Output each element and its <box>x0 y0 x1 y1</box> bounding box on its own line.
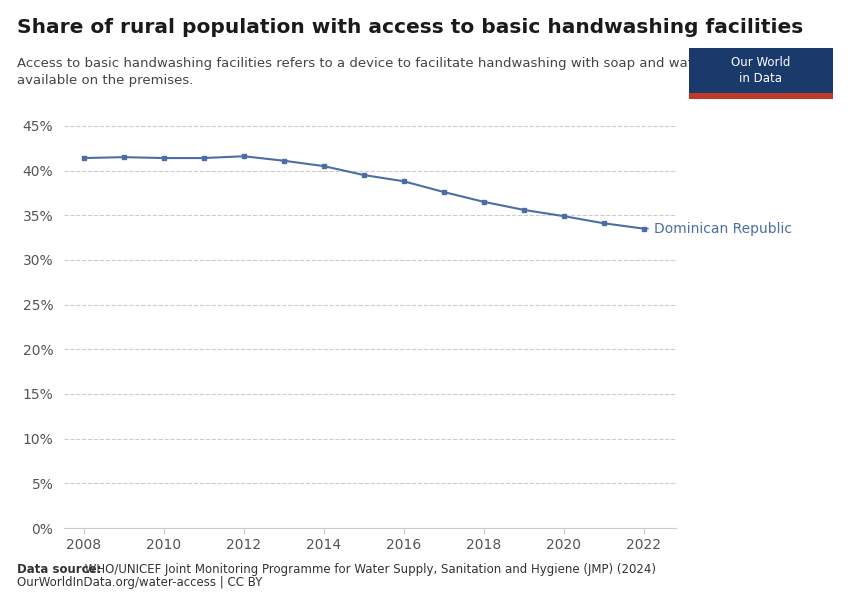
Text: Our World
in Data: Our World in Data <box>731 56 790 85</box>
Text: Share of rural population with access to basic handwashing facilities: Share of rural population with access to… <box>17 18 803 37</box>
Text: Access to basic handwashing facilities refers to a device to facilitate handwash: Access to basic handwashing facilities r… <box>17 57 706 87</box>
Text: OurWorldInData.org/water-access | CC BY: OurWorldInData.org/water-access | CC BY <box>17 576 263 589</box>
Text: Dominican Republic: Dominican Republic <box>647 221 791 236</box>
Text: WHO/UNICEF Joint Monitoring Programme for Water Supply, Sanitation and Hygiene (: WHO/UNICEF Joint Monitoring Programme fo… <box>81 563 655 576</box>
Text: Data source:: Data source: <box>17 563 101 576</box>
